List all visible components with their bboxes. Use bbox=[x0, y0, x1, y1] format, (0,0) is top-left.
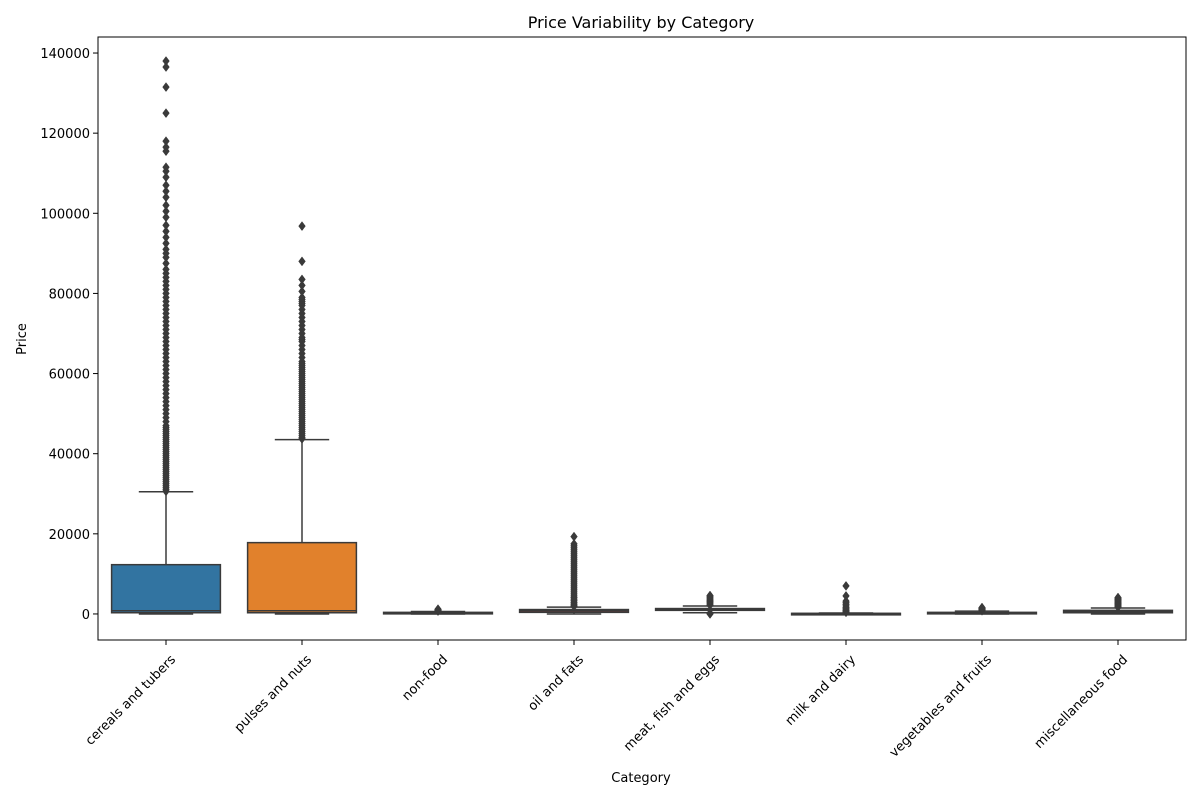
box-pulses-and-nuts bbox=[246, 221, 358, 615]
y-axis-label: Price bbox=[15, 323, 30, 355]
outlier-point bbox=[162, 136, 170, 147]
outlier-point bbox=[162, 56, 170, 66]
outlier-point bbox=[162, 200, 170, 211]
outlier-point bbox=[1114, 592, 1122, 603]
outlier-point bbox=[162, 264, 170, 275]
y-tick-label: 0 bbox=[82, 608, 90, 623]
x-tick-label: pulses and nuts bbox=[232, 652, 315, 735]
outlier-point bbox=[162, 82, 170, 92]
box-oil-and-fats bbox=[518, 531, 630, 615]
x-tick-label: oil and fats bbox=[525, 652, 587, 714]
outlier-point bbox=[434, 604, 442, 615]
axes-frame bbox=[97, 36, 1187, 641]
outlier-point bbox=[162, 192, 170, 203]
outlier-point bbox=[162, 62, 170, 72]
outlier-point bbox=[162, 108, 170, 119]
outlier-point bbox=[162, 162, 170, 173]
chart-title: Price Variability by Category bbox=[528, 13, 755, 32]
outlier-point bbox=[706, 590, 714, 601]
outlier-point bbox=[978, 602, 986, 613]
x-axis-label: Category bbox=[611, 771, 671, 786]
outlier-point bbox=[162, 172, 170, 183]
outlier-point bbox=[162, 206, 170, 217]
y-tick-label: 80000 bbox=[49, 287, 90, 302]
box-vegetables-and-fruits bbox=[926, 602, 1038, 616]
outlier-point bbox=[570, 538, 578, 549]
outlier-point bbox=[162, 232, 170, 243]
outlier-point bbox=[298, 274, 306, 285]
outlier-point bbox=[162, 142, 170, 153]
y-tick-label: 120000 bbox=[40, 127, 90, 142]
outlier-point bbox=[298, 280, 306, 291]
x-tick-label: non-food bbox=[400, 652, 452, 704]
x-tick-label: meat, fish and eggs bbox=[621, 652, 723, 754]
outlier-point bbox=[162, 180, 170, 191]
outlier-point bbox=[162, 212, 170, 223]
outlier-point bbox=[298, 286, 306, 297]
outlier-point bbox=[162, 258, 170, 269]
outlier-point bbox=[162, 244, 170, 255]
box-meat-fish-and-eggs bbox=[654, 590, 766, 619]
y-tick-label: 140000 bbox=[40, 47, 90, 62]
plot-area: 0 20000 40000 60000 80000 100000 120000 140000 c… bbox=[40, 36, 1187, 761]
outlier-point bbox=[298, 221, 306, 232]
iqr-box bbox=[246, 541, 358, 614]
outlier-point bbox=[842, 580, 850, 591]
y-tick-label: 60000 bbox=[49, 368, 90, 383]
outlier-point bbox=[706, 608, 714, 619]
outlier-point bbox=[162, 226, 170, 237]
box-non-food bbox=[382, 604, 494, 617]
outlier-point bbox=[298, 292, 306, 303]
y-tick-label: 20000 bbox=[49, 528, 90, 543]
outlier-point bbox=[162, 186, 170, 197]
outlier-point bbox=[842, 596, 850, 607]
outlier-point bbox=[162, 238, 170, 249]
box-miscellaneous-food bbox=[1062, 592, 1174, 615]
x-tick-label: milk and dairy bbox=[783, 652, 860, 729]
box-milk-and-dairy bbox=[790, 580, 902, 618]
outlier-point bbox=[162, 220, 170, 231]
box-cereals-and-tubers bbox=[110, 56, 222, 615]
iqr-box bbox=[110, 563, 222, 614]
x-tick-label: miscellaneous food bbox=[1032, 652, 1131, 751]
y-tick-label: 40000 bbox=[49, 448, 90, 463]
x-tick-label: cereals and tubers bbox=[83, 652, 179, 748]
outlier-point bbox=[842, 591, 850, 601]
outlier-point bbox=[298, 256, 306, 267]
x-tick-label: vegetables and fruits bbox=[887, 652, 995, 760]
y-tick-label: 100000 bbox=[40, 207, 90, 222]
outlier-point bbox=[570, 531, 578, 542]
